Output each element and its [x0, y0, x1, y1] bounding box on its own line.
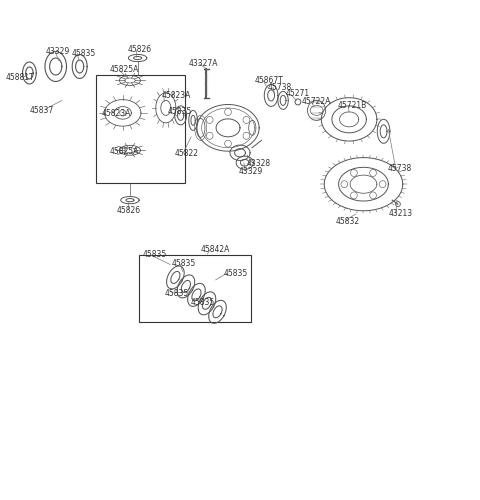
Text: 45835: 45835 — [172, 260, 196, 268]
Text: 45826: 45826 — [117, 206, 141, 214]
Text: 43213: 43213 — [388, 208, 412, 218]
Text: 45823A: 45823A — [101, 110, 131, 118]
Bar — [139, 255, 251, 322]
Text: 45722A: 45722A — [301, 97, 331, 106]
Text: 45825A: 45825A — [110, 65, 139, 74]
Text: 45832: 45832 — [336, 216, 360, 226]
Text: 45738: 45738 — [267, 83, 291, 92]
Bar — [96, 76, 185, 182]
Text: 45721B: 45721B — [337, 101, 366, 110]
Text: 43329: 43329 — [45, 46, 70, 56]
Text: 45826: 45826 — [128, 44, 152, 54]
Text: 45271: 45271 — [286, 90, 310, 98]
Text: 45842A: 45842A — [201, 244, 230, 254]
Text: 43328: 43328 — [246, 159, 270, 168]
Text: 45835: 45835 — [72, 48, 96, 58]
Text: 45867T: 45867T — [254, 76, 283, 85]
Text: 45823A: 45823A — [161, 91, 191, 100]
Text: 45835: 45835 — [143, 250, 167, 260]
Text: 45738: 45738 — [387, 164, 412, 172]
Text: 45822: 45822 — [174, 150, 198, 158]
Text: 45835: 45835 — [164, 289, 189, 298]
Text: 45835: 45835 — [224, 270, 248, 278]
Text: 45835: 45835 — [191, 298, 215, 307]
Text: 43327A: 43327A — [189, 58, 218, 68]
Text: 45881T: 45881T — [5, 74, 34, 82]
Text: 45835: 45835 — [168, 107, 192, 116]
Text: 45825A: 45825A — [110, 147, 139, 156]
Text: 43329: 43329 — [239, 166, 264, 175]
Text: 45837: 45837 — [29, 106, 54, 115]
